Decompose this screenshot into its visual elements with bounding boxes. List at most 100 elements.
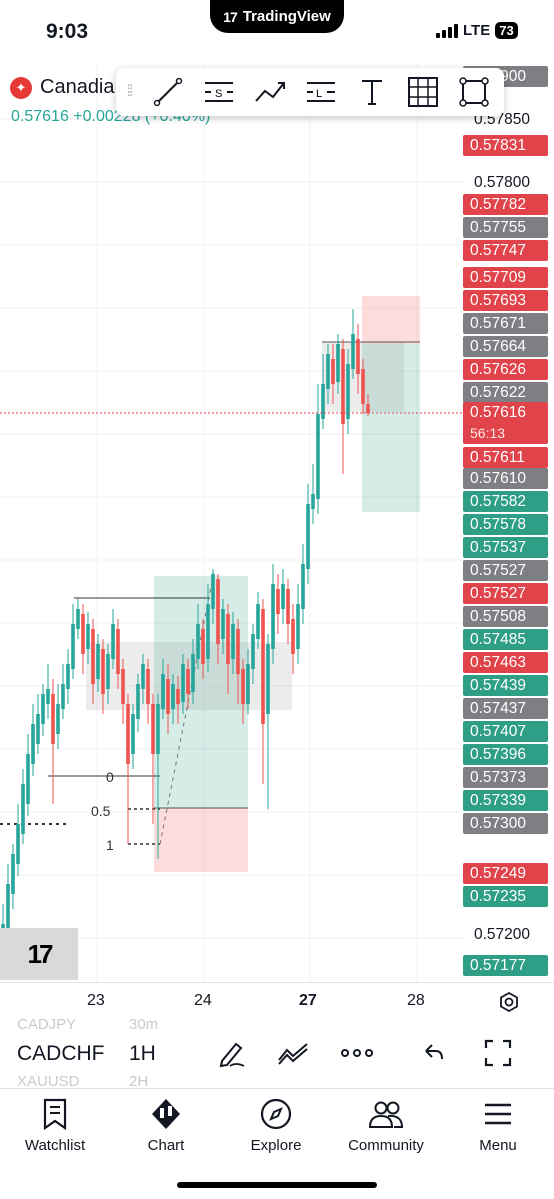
text-icon[interactable] (346, 70, 397, 114)
candle-up (196, 624, 200, 659)
candle-down (81, 614, 85, 654)
candle-down (121, 669, 125, 704)
symbol-title[interactable]: ✦ Canadia (10, 76, 115, 99)
price-tag-green: 0.57177 (463, 955, 548, 976)
price-tag-green: 0.57578 (463, 514, 548, 535)
candle-down (341, 349, 345, 424)
path-icon[interactable] (244, 70, 295, 114)
tradingview-logo: 17 (223, 8, 238, 25)
candle-up (31, 724, 35, 764)
price-tag-gray: 0.57300 (463, 813, 548, 834)
symbol-selector[interactable]: CADCHF (17, 1042, 105, 1065)
trend-line-icon[interactable] (142, 70, 193, 114)
price-tag-red: 0.57611 (463, 447, 548, 468)
nav-menu[interactable]: Menu (443, 1097, 553, 1154)
drag-handle-icon[interactable]: ⁞⁞ (126, 83, 134, 100)
price-tag-gray: 0.57508 (463, 606, 548, 627)
candle-up (66, 664, 70, 689)
candle-down (201, 629, 205, 664)
price-tag-red: 0.57782 (463, 194, 548, 215)
tradingview-watermark-logo: 17 (0, 928, 78, 980)
chart-icon (111, 1097, 221, 1131)
home-indicator[interactable] (177, 1182, 377, 1188)
candle-up (301, 564, 305, 609)
price-tag-red: 0.57626 (463, 359, 548, 380)
ghost-tf-above: 30m (129, 1016, 159, 1033)
ghost-tf-below: 2H (129, 1073, 149, 1090)
current-price: 0.57616 (470, 404, 527, 421)
candle-up (161, 674, 165, 709)
undo-icon[interactable] (416, 1036, 450, 1070)
candle-down (216, 579, 220, 644)
candle-up (26, 754, 30, 804)
candle-up (266, 644, 270, 714)
price-tag-red: 0.57249 (463, 863, 548, 884)
chart-canvas[interactable]: 0 0.5 1 (0, 64, 464, 982)
time-label: 23 (87, 992, 105, 1009)
status-time: 9:03 (46, 20, 89, 43)
candle-up (111, 624, 115, 659)
nav-chart[interactable]: Chart (111, 1097, 221, 1154)
nav-watchlist[interactable]: Watchlist (0, 1097, 110, 1154)
candle-down (176, 689, 180, 704)
candle-down (166, 679, 170, 714)
candle-up (351, 334, 355, 369)
candle-down (366, 404, 370, 413)
svg-text:S: S (215, 88, 222, 100)
candle-up (256, 604, 260, 639)
long-position-loss-zone (154, 808, 248, 872)
candle-up (311, 494, 315, 509)
candle-down (241, 669, 245, 704)
menu-icon (443, 1097, 553, 1131)
candle-down (101, 649, 105, 694)
carrier-info: LTE 73 (436, 22, 518, 39)
nav-label: Explore (250, 1137, 302, 1154)
more-icon[interactable] (340, 1036, 374, 1070)
chart-grid (0, 64, 464, 982)
candle-up (246, 664, 250, 704)
candle-up (131, 714, 135, 754)
price-tag-red: 0.57747 (463, 240, 548, 261)
candle-up (141, 664, 145, 689)
nav-community[interactable]: Community (331, 1097, 441, 1154)
current-price-tag: 0.57616 56:13 (463, 402, 548, 444)
fib-label-0.5: 0.5 (91, 803, 111, 819)
candle-up (306, 504, 310, 569)
compass-icon (221, 1097, 331, 1131)
status-bar: 9:03 17 TradingView LTE 73 (0, 0, 554, 64)
short-position-profit-zone (362, 344, 420, 512)
rectangle-icon[interactable] (448, 70, 499, 114)
chart-svg: 0 0.5 1 (0, 64, 464, 982)
fib-trend-line (159, 571, 215, 845)
price-tag-red: 0.57527 (463, 583, 548, 604)
candle-down (361, 369, 365, 404)
price-tag-green: 0.57339 (463, 790, 548, 811)
nav-label: Community (348, 1137, 424, 1154)
app-pill[interactable]: 17 TradingView (210, 0, 344, 33)
horizontal-ray-s-icon[interactable]: S (193, 70, 244, 114)
pencil-icon[interactable] (214, 1036, 248, 1070)
candle-down (186, 669, 190, 694)
timeframe-selector[interactable]: 1H (129, 1042, 156, 1065)
indicators-icon[interactable] (276, 1036, 310, 1070)
candle-up (46, 689, 50, 704)
signal-icon (436, 23, 458, 38)
fib-label-0: 0 (106, 769, 114, 785)
candle-up (71, 624, 75, 669)
candle-down (91, 629, 95, 684)
candle-down (331, 359, 335, 384)
fullscreen-icon[interactable] (481, 1036, 515, 1070)
long-position-icon[interactable]: L (295, 70, 346, 114)
price-tag-red: 0.57709 (463, 267, 548, 288)
candle-up (206, 604, 210, 659)
price-tag-gray: 0.57610 (463, 468, 548, 489)
network-type: LTE (463, 22, 491, 39)
candle-down (51, 694, 55, 744)
candle-up (136, 684, 140, 719)
price-tag-gray: 0.57755 (463, 217, 548, 238)
candle-up (211, 574, 215, 609)
nav-explore[interactable]: Explore (221, 1097, 331, 1154)
grid-icon[interactable] (397, 70, 448, 114)
gear-icon[interactable] (498, 991, 520, 1018)
candle-up (86, 624, 90, 649)
